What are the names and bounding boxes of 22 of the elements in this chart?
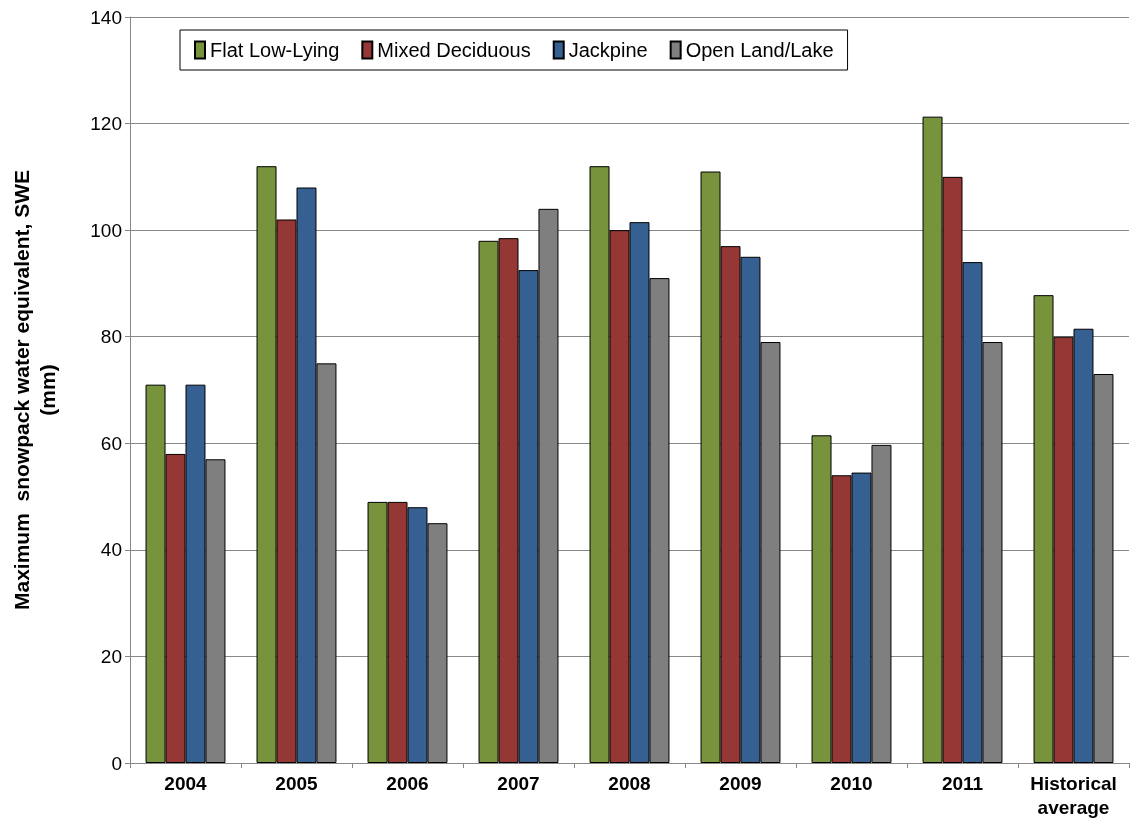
x-tick-label: 2004 <box>164 772 208 794</box>
y-tick-label: 100 <box>90 219 122 241</box>
y-tick-label: 40 <box>100 539 122 561</box>
y-tick-label: 20 <box>100 645 122 667</box>
y-tick-label: 120 <box>90 113 122 135</box>
legend-label: Flat Low-Lying <box>210 39 340 61</box>
y-tick-label: 140 <box>90 6 122 28</box>
x-tick-label: 2011 <box>941 772 984 794</box>
y-axis-title: Maximum snowpack water equivalent, SWE (mm) <box>9 170 59 610</box>
y-tick-label: 0 <box>111 752 122 774</box>
x-tick-label: 2008 <box>608 772 651 794</box>
legend-label: Open Land/Lake <box>685 39 834 61</box>
legend-label: Mixed Deciduous <box>377 39 531 61</box>
x-tick-label: 2007 <box>497 772 540 794</box>
x-tick-label: 2009 <box>719 772 762 794</box>
legend-label: Jackpine <box>568 39 648 61</box>
x-tick-label: 2005 <box>275 772 319 794</box>
x-tick-label: 2006 <box>386 772 429 794</box>
y-tick-label: 60 <box>100 432 122 454</box>
x-tick-label: Historical average <box>1030 772 1117 818</box>
y-tick-label: 80 <box>100 326 122 348</box>
x-tick-label: 2010 <box>830 772 873 794</box>
